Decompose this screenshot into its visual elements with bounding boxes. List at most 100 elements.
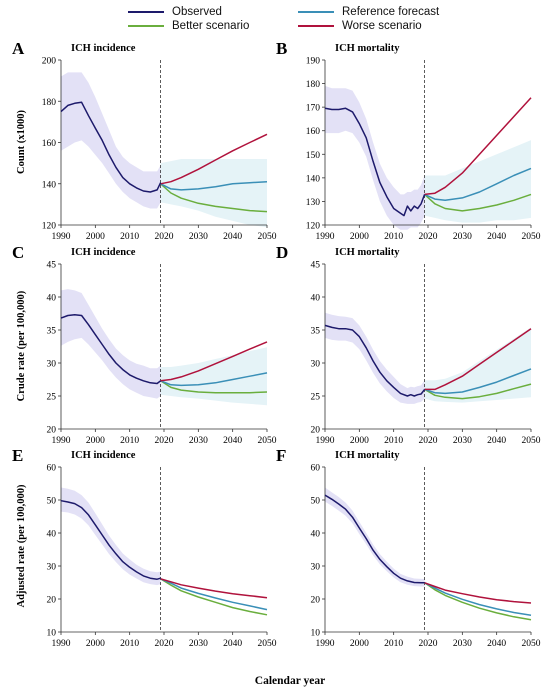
x-tick-label-e: 2050 (258, 639, 277, 649)
x-tick-label-d: 2030 (453, 436, 472, 446)
legend-swatch-observed (128, 11, 164, 13)
y-tick-label-b: 190 (306, 57, 321, 67)
legend-swatch-worse (298, 25, 334, 27)
legend-label-better: Better scenario (172, 20, 250, 32)
worse-line-c (160, 341, 268, 382)
worse-line-a (160, 133, 268, 185)
x-tick-label-f: 2040 (487, 639, 506, 649)
panel-letter-c: C (12, 243, 24, 262)
y-tick-label-b: 160 (306, 127, 321, 137)
x-tick-label-c: 1990 (52, 436, 71, 446)
legend-label-observed: Observed (172, 6, 222, 18)
legend-reference: Reference forecast (298, 6, 439, 18)
x-tick-label-a: 2000 (86, 232, 105, 242)
x-tick-label-f: 2020 (419, 639, 438, 649)
reference-line-c (160, 372, 268, 387)
better-line-d (424, 383, 532, 400)
y-tick-label-f: 30 (311, 563, 321, 573)
x-tick-label-d: 2020 (419, 436, 438, 446)
x-tick-label-e: 2000 (86, 639, 105, 649)
x-tick-label-c: 2040 (223, 436, 242, 446)
y-tick-label-f: 50 (311, 497, 321, 507)
x-tick-label-e: 2030 (189, 639, 208, 649)
better-line-f (424, 582, 532, 621)
y-tick-label-a: 120 (42, 222, 57, 232)
reference-line-a (160, 180, 268, 191)
panel-title-c: ICH incidence (71, 247, 136, 258)
y-tick-label-d: 35 (311, 327, 321, 337)
y-tick-label-d: 25 (311, 393, 321, 403)
better-line-a (160, 183, 268, 213)
panel-letter-f: F (276, 446, 286, 465)
y-tick-label-b: 170 (306, 104, 321, 114)
ylabel-row3: Adjusted rate (per 100,000) (16, 484, 27, 607)
y-tick-label-c: 25 (47, 393, 57, 403)
better-line-c (160, 380, 268, 394)
observed-uncertainty-band-e (61, 487, 161, 586)
legend-observed: Observed (128, 6, 222, 18)
x-tick-label-a: 1990 (52, 232, 71, 242)
x-tick-label-e: 2040 (223, 639, 242, 649)
observed-uncertainty-band-c (61, 289, 161, 399)
legend-worse: Worse scenario (298, 20, 422, 32)
worse-line-b (424, 97, 532, 196)
ylabel-row1: Count (x1000) (16, 110, 27, 174)
x-tick-label-b: 2050 (522, 232, 541, 242)
x-tick-label-f: 2010 (384, 639, 403, 649)
panel-a: A ICH incidence 120 140 160 180 200 1990 2000 201… (12, 39, 277, 242)
x-tick-label-b: 1990 (316, 232, 335, 242)
panel-d: D ICH mortality 20 25 30 35 40 45 1990 2000 2010 20… (276, 243, 541, 446)
observed-uncertainty-band-d (325, 312, 425, 404)
panel-letter-d: D (276, 243, 288, 262)
observed-uncertainty-band-a (61, 72, 161, 209)
y-tick-label-e: 30 (47, 563, 57, 573)
x-tick-label-c: 2050 (258, 436, 277, 446)
reference-line-f (424, 582, 532, 616)
y-tick-label-e: 50 (47, 497, 57, 507)
worse-line-f (424, 582, 532, 604)
x-tick-label-a: 2010 (120, 232, 139, 242)
x-tick-label-c: 2020 (155, 436, 174, 446)
legend-label-worse: Worse scenario (342, 20, 422, 32)
ylabel-row2: Crude rate (per 100,000) (16, 290, 27, 401)
observed-line-d (324, 324, 426, 397)
legend-swatch-reference (298, 11, 334, 13)
panel-title-a: ICH incidence (71, 43, 136, 54)
worse-line-d (424, 328, 532, 391)
y-tick-label-c: 40 (47, 294, 57, 304)
x-tick-label-a: 2030 (189, 232, 208, 242)
x-tick-label-d: 2000 (350, 436, 369, 446)
x-tick-label-a: 2050 (258, 232, 277, 242)
y-tick-label-c: 20 (47, 426, 57, 436)
y-tick-label-d: 30 (311, 360, 321, 370)
reference-line-e (160, 578, 268, 611)
observed-line-e (60, 499, 161, 580)
y-tick-label-e: 60 (47, 464, 57, 474)
x-tick-label-b: 2000 (350, 232, 369, 242)
x-tick-label-d: 1990 (316, 436, 335, 446)
x-tick-label-f: 2000 (350, 639, 369, 649)
y-tick-label-b: 130 (306, 198, 321, 208)
panel-title-b: ICH mortality (335, 43, 400, 54)
panel-letter-e: E (12, 446, 23, 465)
panel-letter-b: B (276, 39, 287, 58)
x-tick-label-e: 2020 (155, 639, 174, 649)
x-tick-label-b: 2040 (487, 232, 506, 242)
x-tick-label-e: 1990 (52, 639, 71, 649)
x-tick-label-d: 2050 (522, 436, 541, 446)
panel-title-f: ICH mortality (335, 450, 400, 461)
observed-line-c (60, 314, 162, 385)
y-tick-label-e: 20 (47, 596, 57, 606)
x-tick-label-f: 1990 (316, 639, 335, 649)
observed-line-a (60, 101, 162, 193)
y-tick-label-d: 45 (311, 261, 321, 271)
y-tick-label-a: 200 (42, 57, 57, 67)
better-line-e (160, 578, 268, 616)
panel-c: C ICH incidence 20 25 30 35 40 45 1990 2000 2010 20… (12, 243, 277, 446)
panel-title-e: ICH incidence (71, 450, 136, 461)
y-tick-label-f: 60 (311, 464, 321, 474)
x-tick-label-f: 2030 (453, 639, 472, 649)
